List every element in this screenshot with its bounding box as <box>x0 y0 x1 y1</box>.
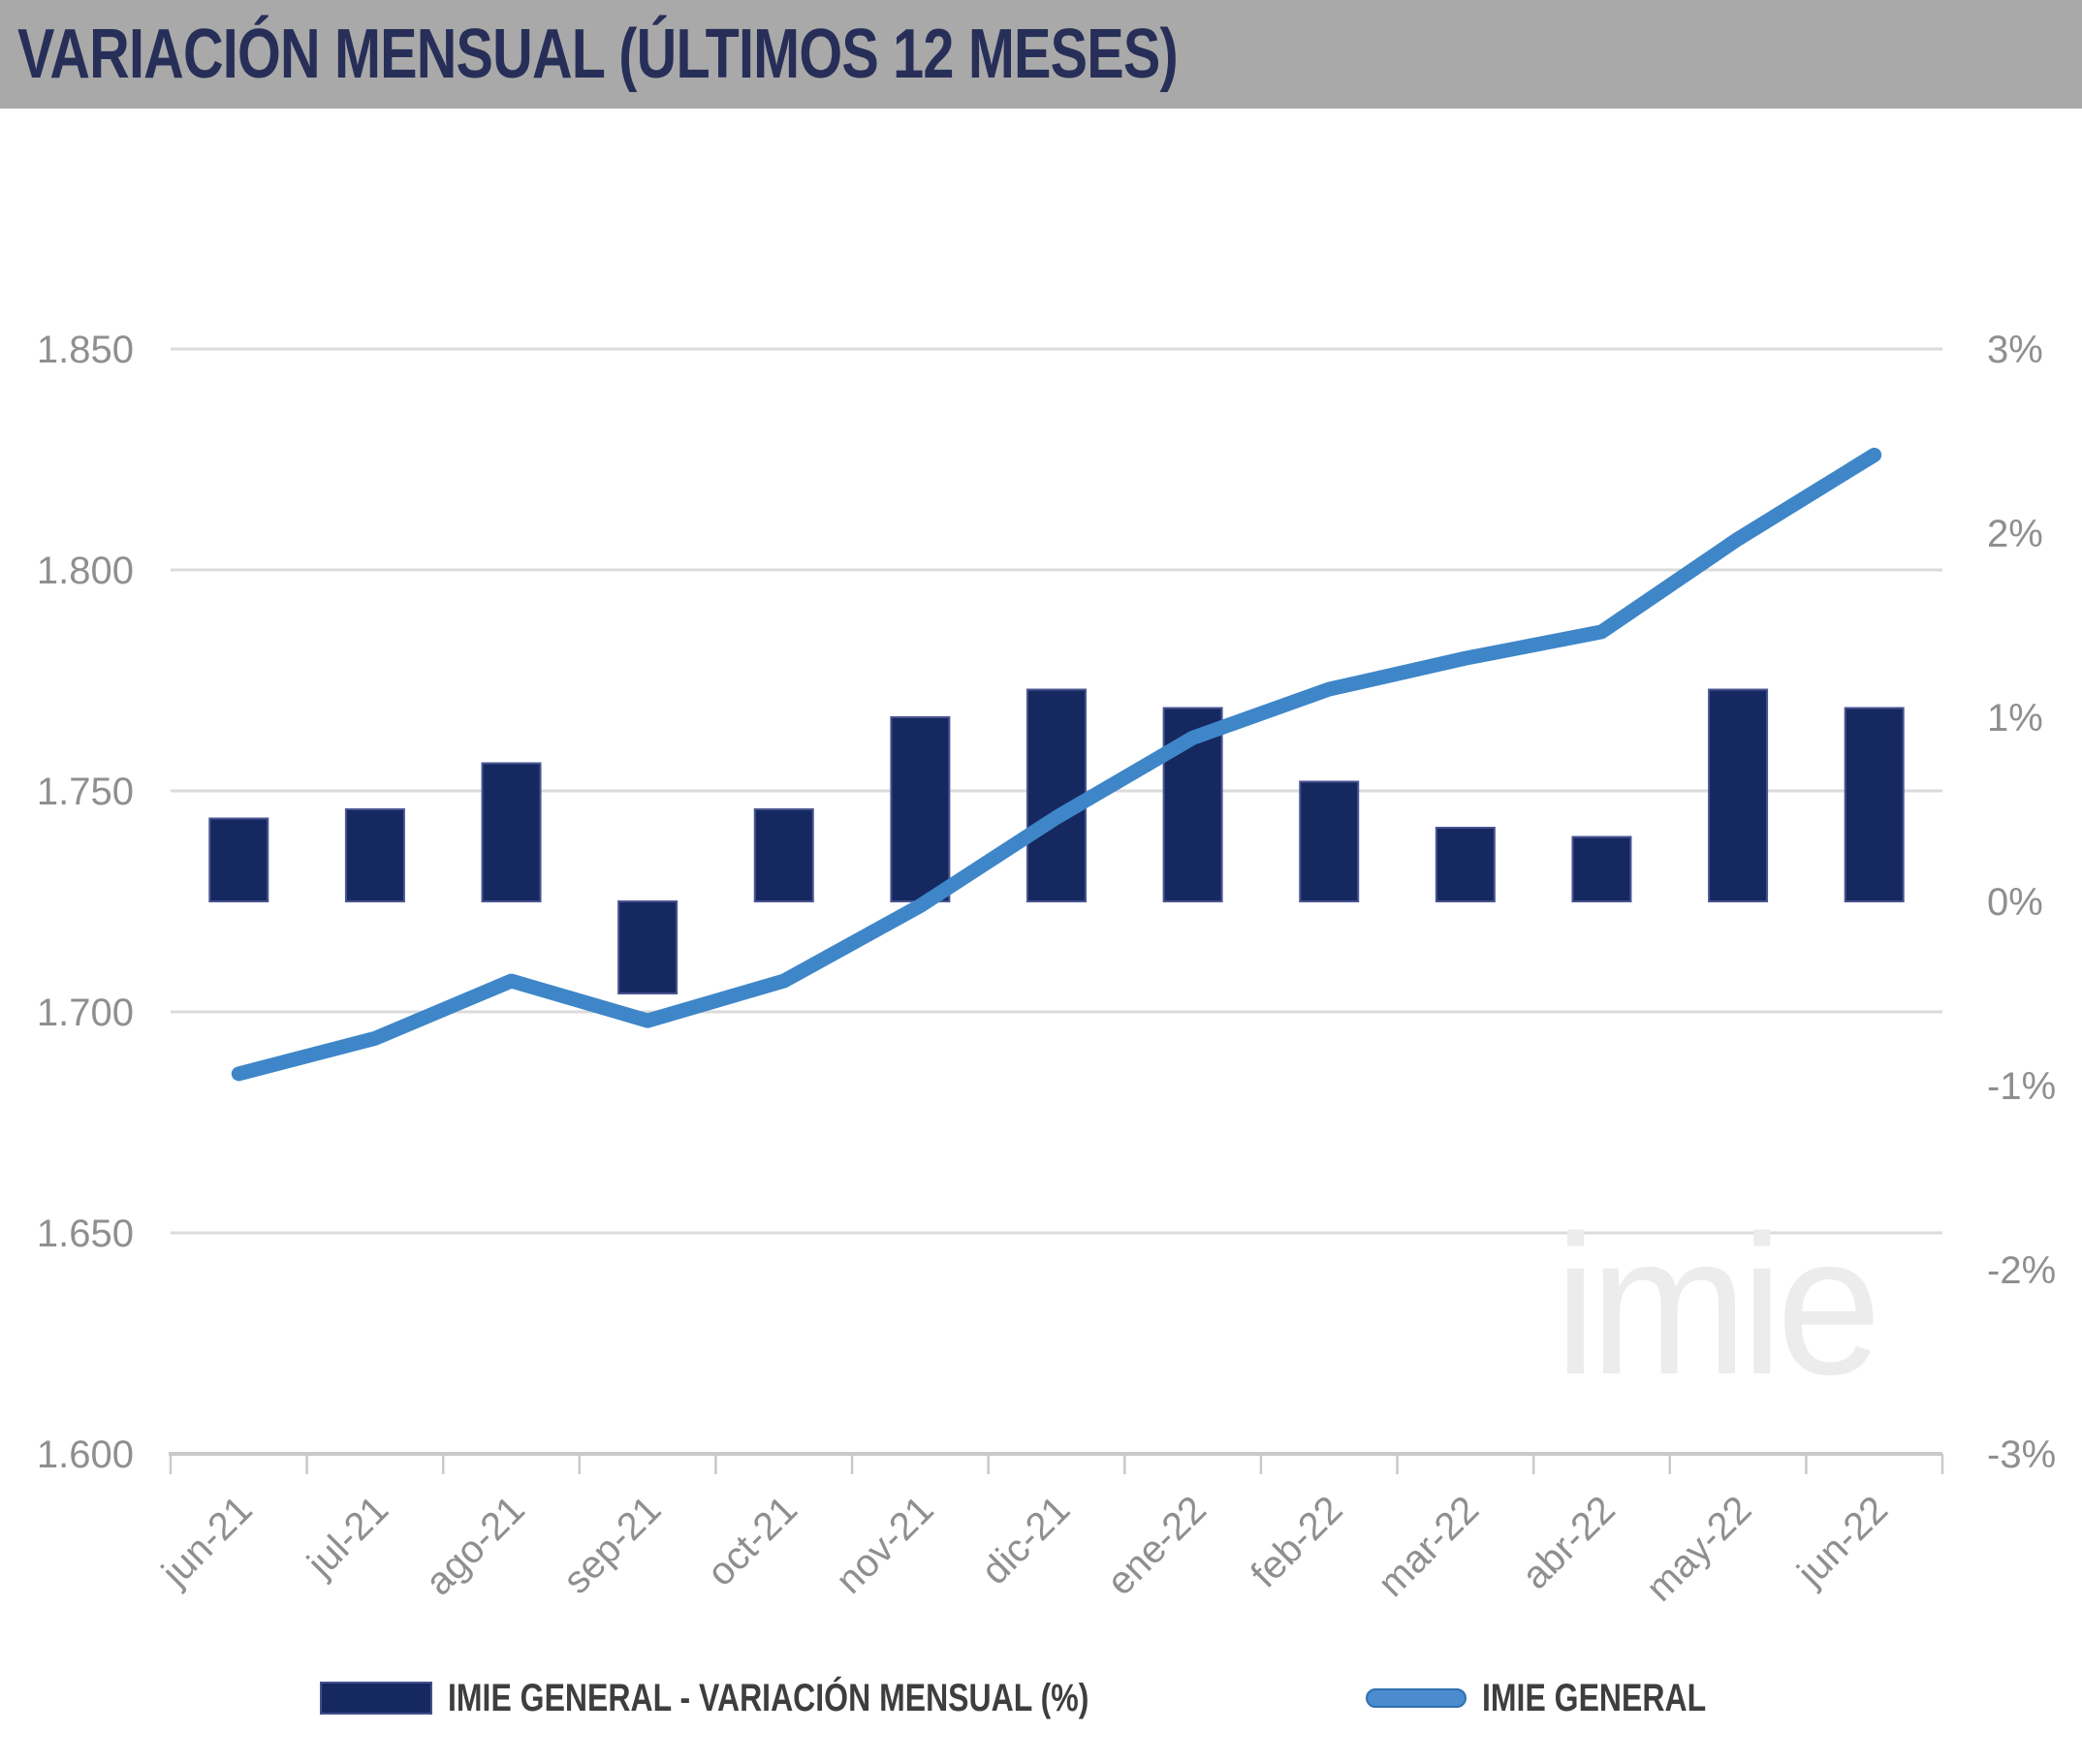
legend-line-swatch <box>1365 1688 1467 1708</box>
x-axis-label: mar-22 <box>1371 1488 1488 1605</box>
page-title: VARIACIÓN MENSUAL (ÚLTIMOS 12 MESES) <box>17 15 1467 94</box>
right-axis-label: 3% <box>1987 329 2043 371</box>
bar-mar-22 <box>1435 827 1496 902</box>
bar-dic-21 <box>1026 688 1087 902</box>
x-axis-label: feb-22 <box>1243 1488 1350 1595</box>
x-axis-label: may-22 <box>1638 1488 1759 1609</box>
right-axis-label: 1% <box>1987 697 2043 740</box>
x-axis-label: abr-22 <box>1514 1488 1624 1597</box>
x-axis-label: oct-21 <box>699 1488 805 1594</box>
left-axis-label: 1.650 <box>37 1213 134 1255</box>
bar-jun-22 <box>1844 707 1905 902</box>
left-axis-label: 1.600 <box>37 1433 134 1476</box>
bar-may-22 <box>1708 688 1769 902</box>
bar-feb-22 <box>1299 780 1360 902</box>
x-axis-label: dic-21 <box>973 1488 1078 1592</box>
x-axis-label: sep-21 <box>555 1488 670 1602</box>
bar-ago-21 <box>481 762 542 902</box>
x-axis-label: ene-22 <box>1099 1488 1214 1603</box>
imie-general-line <box>231 447 1882 1082</box>
imie-watermark-logo: imie <box>1555 1194 1881 1416</box>
bar-jun-21 <box>208 817 269 902</box>
left-axis-label: 1.800 <box>37 550 134 592</box>
x-axis-label: jun-22 <box>1789 1488 1896 1594</box>
bar-jul-21 <box>344 808 405 902</box>
left-axis-label: 1.850 <box>37 329 134 371</box>
right-axis-label: -3% <box>1987 1433 2056 1476</box>
left-axis-label: 1.750 <box>37 771 134 813</box>
x-axis-label: jun-21 <box>153 1488 260 1594</box>
right-axis-label: -1% <box>1987 1065 2056 1108</box>
x-axis-label: nov-21 <box>828 1488 942 1602</box>
right-axis-label: -2% <box>1987 1249 2056 1292</box>
right-axis-label: 0% <box>1987 881 2043 924</box>
legend-bar-label: IMIE GENERAL - VARIACIÓN MENSUAL (%) <box>448 1676 1089 1719</box>
left-axis-label: 1.700 <box>37 992 134 1034</box>
x-axis-label: ago-21 <box>418 1488 533 1603</box>
page-title-text: VARIACIÓN MENSUAL (ÚLTIMOS 12 MESES) <box>17 16 1179 93</box>
right-axis-label: 2% <box>1987 513 2043 555</box>
x-axis-label: jul-21 <box>299 1488 396 1586</box>
chart-legend: IMIE GENERAL - VARIACIÓN MENSUAL (%) IMI… <box>0 1659 2082 1737</box>
bar-abr-22 <box>1571 835 1632 902</box>
header-bar: VARIACIÓN MENSUAL (ÚLTIMOS 12 MESES) <box>0 0 2082 109</box>
legend-line-label: IMIE GENERAL <box>1481 1676 1707 1719</box>
bar-nov-21 <box>890 716 951 902</box>
bar-sep-21 <box>617 900 678 994</box>
bar-oct-21 <box>753 808 814 902</box>
legend-bar-swatch <box>320 1682 433 1715</box>
